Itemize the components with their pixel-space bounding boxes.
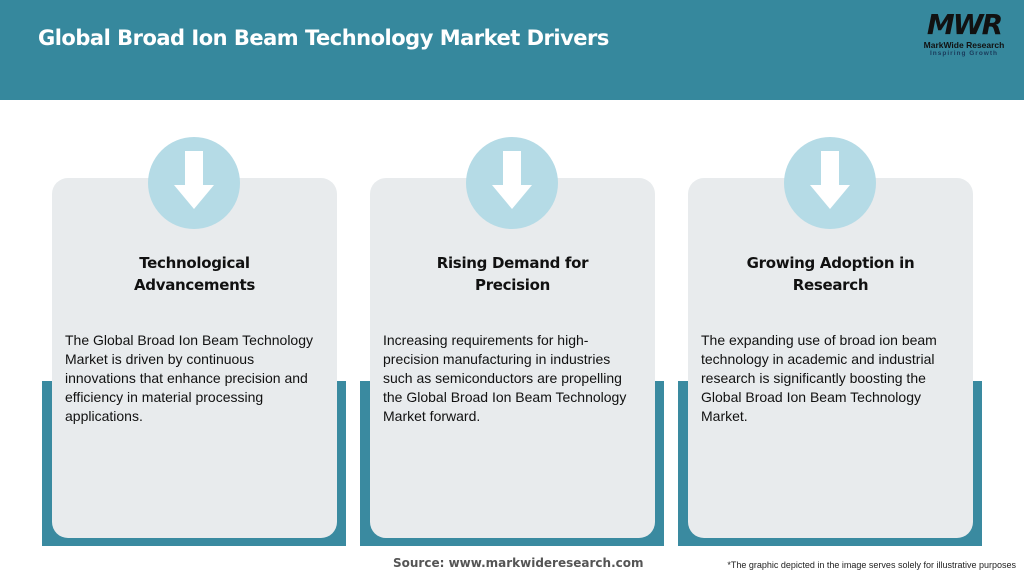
header-banner: Global Broad Ion Beam Technology Market … [0,0,1024,100]
arrow-down-icon [174,151,214,209]
arrow-circle [466,137,558,229]
card-title: Rising Demand for Precision [436,254,589,294]
card-description: The Global Broad Ion Beam Technology Mar… [65,332,314,424]
page-title: Global Broad Ion Beam Technology Market … [38,26,609,50]
driver-card [688,178,973,538]
arrow-circle [148,137,240,229]
arrow-down-icon [810,151,850,209]
card-title: Technological Advancements [134,254,255,294]
logo: MWR MarkWide Research Inspiring Growth [923,8,1005,58]
driver-card [370,178,655,538]
driver-card [52,178,337,538]
disclaimer-note: *The graphic depicted in the image serve… [727,560,1016,570]
source-text: Source: www.markwideresearch.com [393,556,644,570]
arrow-circle [784,137,876,229]
arrow-down-icon [492,151,532,209]
card-title: Growing Adoption in Research [746,254,915,294]
card-description: Increasing requirements for high-precisi… [383,332,627,424]
card-description: The expanding use of broad ion beam tech… [701,332,937,424]
